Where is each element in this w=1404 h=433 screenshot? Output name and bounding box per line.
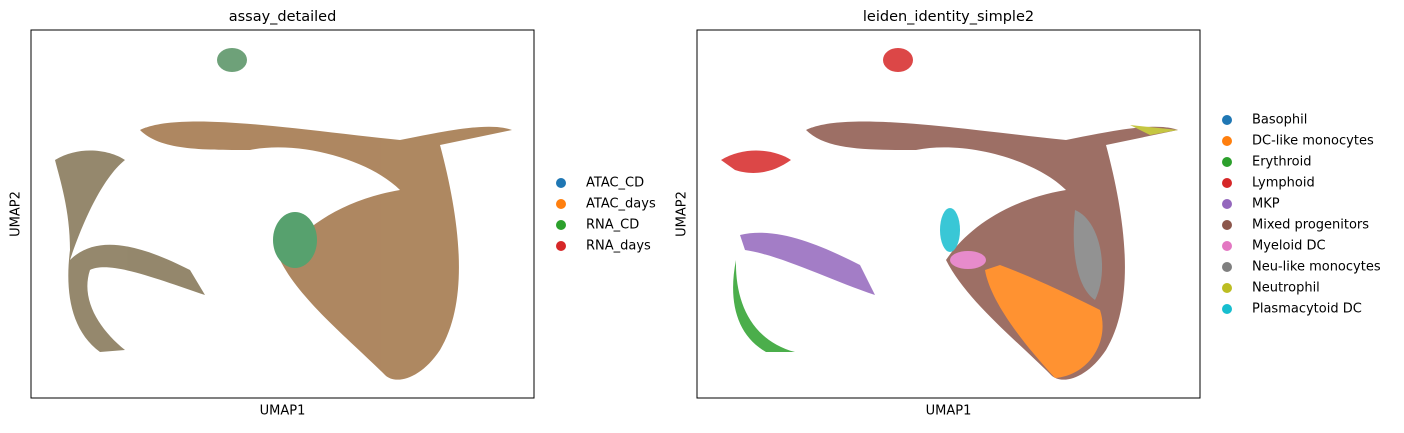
x-axis-label: UMAP1 <box>260 404 306 419</box>
legend-label: Basophil <box>1252 113 1307 128</box>
legend-marker <box>1222 220 1232 230</box>
legend-marker <box>556 220 566 230</box>
legend-label: Neutrophil <box>1252 281 1320 296</box>
legend-label: RNA_CD <box>586 218 639 233</box>
legend-marker <box>1222 199 1232 209</box>
legend-marker <box>1222 304 1232 314</box>
legend-label: Mixed progenitors <box>1252 218 1369 233</box>
legend-label: Plasmacytoid DC <box>1252 302 1362 317</box>
legend-label: ATAC_days <box>586 197 656 212</box>
legend-marker <box>1222 136 1232 146</box>
umap-cloud <box>721 48 1178 380</box>
legend-marker <box>1222 262 1232 272</box>
y-axis-label: UMAP2 <box>675 191 690 237</box>
legend-marker <box>556 199 566 209</box>
legend-marker <box>1222 157 1232 167</box>
legend-marker <box>1222 178 1232 188</box>
x-axis-label: UMAP1 <box>926 404 972 419</box>
y-axis-label: UMAP2 <box>9 191 24 237</box>
umap-cloud <box>55 48 512 380</box>
axes-frame <box>30 29 535 399</box>
legend-label: Lymphoid <box>1252 176 1315 191</box>
legend-label: MKP <box>1252 197 1280 212</box>
legend-marker <box>1222 241 1232 251</box>
chart-title: leiden_identity_simple2 <box>863 9 1034 25</box>
chart-title: assay_detailed <box>229 9 337 25</box>
legend-label: Erythroid <box>1252 155 1311 170</box>
legend-label: DC-like monocytes <box>1252 134 1374 149</box>
legend-label: RNA_days <box>586 239 651 254</box>
legend-marker <box>556 178 566 188</box>
legend-label: Neu-like monocytes <box>1252 260 1381 275</box>
legend-marker <box>556 241 566 251</box>
legend-label: ATAC_CD <box>586 176 644 191</box>
axes-frame <box>696 29 1201 399</box>
legend-marker <box>1222 115 1232 125</box>
legend-marker <box>1222 283 1232 293</box>
legend-label: Myeloid DC <box>1252 239 1326 254</box>
